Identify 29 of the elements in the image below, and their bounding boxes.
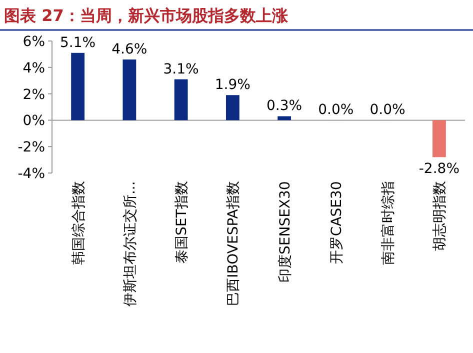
- chart-title: 图表 27：当周，新兴市场股指多数上涨: [4, 6, 289, 25]
- y-tick-label: 0%: [22, 113, 45, 130]
- y-tick-label: 6%: [22, 34, 45, 50]
- x-tick-label: 伊斯坦布尔证交所...: [122, 181, 138, 307]
- x-tick-label: 胡志明指数: [432, 181, 448, 252]
- data-label: 3.1%: [163, 61, 199, 78]
- x-tick-label: 开罗CASE30: [328, 181, 345, 264]
- x-tick-label: 巴西IBOVESPA指数: [226, 181, 242, 306]
- bar: [71, 52, 85, 120]
- y-tick-label: -2%: [18, 140, 45, 156]
- bar: [174, 79, 188, 120]
- bar: [226, 95, 240, 120]
- bar: [122, 59, 136, 120]
- data-label: -2.8%: [418, 161, 460, 178]
- data-label: 4.6%: [112, 41, 148, 58]
- x-tick-label: 南非富时综指: [380, 181, 397, 266]
- data-label: 1.9%: [214, 77, 250, 94]
- x-tick-label: 泰国SET指数: [174, 181, 190, 264]
- y-tick-label: 4%: [22, 60, 45, 76]
- y-tick-label: -4%: [18, 166, 45, 182]
- y-tick-label: 2%: [22, 86, 45, 103]
- x-tick-label: 印度SENSEX30: [277, 181, 294, 283]
- data-label: 0.0%: [318, 102, 354, 118]
- data-label: 5.1%: [60, 34, 96, 51]
- x-tick-label: 韩国综合指数: [70, 181, 87, 266]
- bar: [278, 116, 292, 120]
- data-label: 0.3%: [266, 98, 302, 114]
- bar: [432, 120, 446, 158]
- data-label: 0.0%: [370, 102, 406, 118]
